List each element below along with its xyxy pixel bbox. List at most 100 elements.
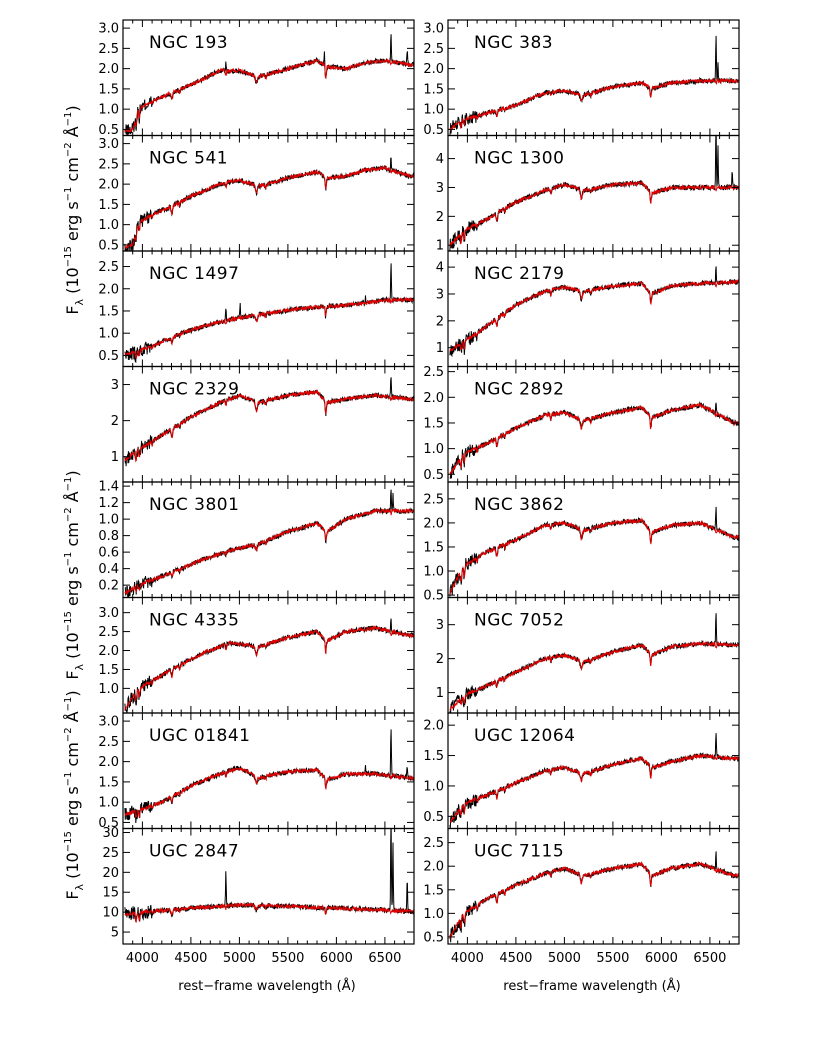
panel-ngc-3801: 0.2 0.40.6 0.81.0 1.21.4 NGC 3801: [98, 480, 415, 599]
y-tick-label: 1.0: [98, 796, 119, 811]
panel-label: NGC 2329: [149, 380, 239, 400]
x-tick-label: 5500: [596, 951, 629, 966]
series-model: [449, 517, 739, 596]
panel-ugc-2847: 5 10 15 20 25 30 UGC 2847 4000 4500 5000 5500 6000 6…: [102, 826, 415, 966]
x-tick-label: 6500: [368, 951, 401, 966]
y-tick-label: 1.5: [423, 540, 444, 555]
y-tick-label: 1.5: [98, 304, 119, 319]
panel-label: NGC 2179: [474, 264, 564, 284]
y-tick-label: 1.5: [98, 82, 119, 97]
svg-text:Fλ (10−15 erg s−1 cm−2 Å−1): Fλ (10−15 erg s−1 cm−2 Å−1): [63, 690, 86, 899]
y-tick-label: 4: [436, 261, 444, 276]
panel-label: UGC 2847: [149, 842, 239, 862]
x-tick-label: 6000: [320, 951, 353, 966]
y-tick-label: 1.0: [98, 103, 119, 118]
panels-group: 0.5 1.0 1.5 2.0 2.5 3.0 NGC 193 0.5 1.0 1.5 2.0 2.5…: [98, 19, 740, 966]
series-model: [124, 296, 414, 359]
y-tick-label: 3.0: [98, 715, 119, 730]
x-tick-label: 6000: [645, 951, 678, 966]
y-tick-label: 2.0: [98, 62, 119, 77]
y-tick-label: 2.0: [98, 178, 119, 193]
y-tick-label: 20: [102, 866, 119, 881]
y-tick-label: 2.0: [423, 391, 444, 406]
y-tick-label: 1.0: [423, 779, 444, 794]
y-tick-label: 3.0: [98, 606, 119, 621]
x-tick-label: 5000: [223, 951, 256, 966]
panel-label: NGC 2892: [474, 380, 564, 400]
panel-label: NGC 541: [149, 149, 228, 169]
y-tick-label: 2: [436, 210, 444, 225]
y-tick-label: 0.2: [98, 579, 119, 594]
y-tick-label: 2.0: [98, 644, 119, 659]
y-tick-label: 4: [436, 152, 444, 167]
x-axis-title-left: rest−frame wavelength (Å): [178, 978, 355, 994]
y-tick-label: 1.0: [423, 565, 444, 580]
y-tick-label: 2.0: [423, 719, 444, 734]
x-axis-title-right: rest−frame wavelength (Å): [503, 978, 680, 994]
series-observed: [449, 506, 739, 597]
panel-ngc-1497: 0.5 1.0 1.5 2.0 2.5 NGC 1497: [98, 250, 415, 368]
y-tick-label: 2: [436, 652, 444, 667]
y-tick-label: 1.5: [98, 663, 119, 678]
x-tick-label: 6500: [693, 951, 726, 966]
y-tick-label: 3.0: [98, 137, 119, 152]
series-model: [449, 402, 739, 476]
panel-ngc-2179: 1 2 3 4 NGC 2179: [436, 250, 740, 368]
series-model: [449, 180, 739, 248]
series-observed: [449, 733, 739, 829]
panel-label: NGC 1300: [474, 149, 564, 169]
panel-ugc-01841: 0.5 1.0 1.5 2.0 2.5 3.0 UGC 01841: [98, 712, 415, 831]
panel-label: NGC 383: [474, 33, 553, 53]
y-axis-title-top: Fλ (10−15 erg s−1 cm−2 Å−1): [63, 105, 86, 314]
y-tick-label: 0.5: [423, 468, 444, 483]
series-observed: [124, 618, 414, 713]
y-tick-label: 2.5: [98, 625, 119, 640]
y-tick-label: 1.0: [423, 442, 444, 457]
y-tick-label: 1.5: [423, 416, 444, 431]
y-tick-label: 2.5: [98, 260, 119, 275]
panel-label: UGC 12064: [474, 726, 575, 746]
y-axis-title-bottom: Fλ (10−15 erg s−1 cm−2 Å−1): [63, 690, 86, 899]
y-tick-label: 0.5: [98, 816, 119, 831]
x-tick-label: 4000: [126, 951, 159, 966]
y-tick-label: 1.0: [98, 513, 119, 528]
series-model: [449, 860, 739, 940]
panel-ngc-2892: 0.5 1.0 1.5 2.0 2.5 NGC 2892: [423, 365, 740, 483]
panel-label: NGC 3801: [149, 495, 239, 515]
y-tick-label: 1.0: [98, 682, 119, 697]
panel-ugc-12064: 0.5 1.0 1.5 2.0 UGC 12064: [423, 712, 740, 830]
y-tick-label: 2.0: [98, 282, 119, 297]
panel-ngc-4335: 1.0 1.5 2.0 2.5 3.0 NGC 4335: [98, 596, 415, 714]
series-observed: [449, 401, 739, 480]
y-tick-label: 1.4: [98, 480, 119, 495]
series-model: [124, 58, 414, 134]
y-tick-label: 0.6: [98, 546, 119, 561]
y-tick-label: 25: [102, 846, 119, 861]
y-tick-label: 2.5: [423, 836, 444, 851]
panel-label: NGC 4335: [149, 611, 239, 631]
panel-label: UGC 01841: [149, 726, 250, 746]
series-model: [449, 77, 739, 131]
y-tick-label: 2: [436, 314, 444, 329]
y-tick-label: 0.8: [98, 529, 119, 544]
y-tick-label: 1: [436, 686, 444, 701]
y-tick-label: 3: [436, 618, 444, 633]
x-tick-label: 4500: [174, 951, 207, 966]
y-tick-label: 3: [436, 181, 444, 196]
series-model: [124, 389, 414, 463]
y-tick-label: 10: [102, 906, 119, 921]
panel-ngc-7052: 1 2 3 NGC 7052: [436, 596, 740, 714]
y-tick-label: 2.5: [98, 157, 119, 172]
y-tick-label: 1.5: [423, 883, 444, 898]
series-model: [124, 164, 414, 249]
panel-ngc-1300: 1 2 3 4 NGC 1300: [436, 134, 740, 254]
y-tick-label: 1: [436, 239, 444, 254]
y-tick-label: 0.5: [98, 238, 119, 253]
y-tick-label: 2.5: [423, 42, 444, 57]
y-tick-label: 2.5: [423, 365, 444, 380]
y-tick-label: 3.0: [423, 22, 444, 37]
svg-text:Fλ (10−15 erg s−1 cm−2 Å−1): Fλ (10−15 erg s−1 cm−2 Å−1): [63, 470, 86, 679]
y-tick-label: 0.5: [423, 589, 444, 604]
panel-ugc-7115: 0.5 1.0 1.5 2.0 2.5 UGC 7115 4000 4500 5000 5500 6…: [423, 827, 740, 966]
